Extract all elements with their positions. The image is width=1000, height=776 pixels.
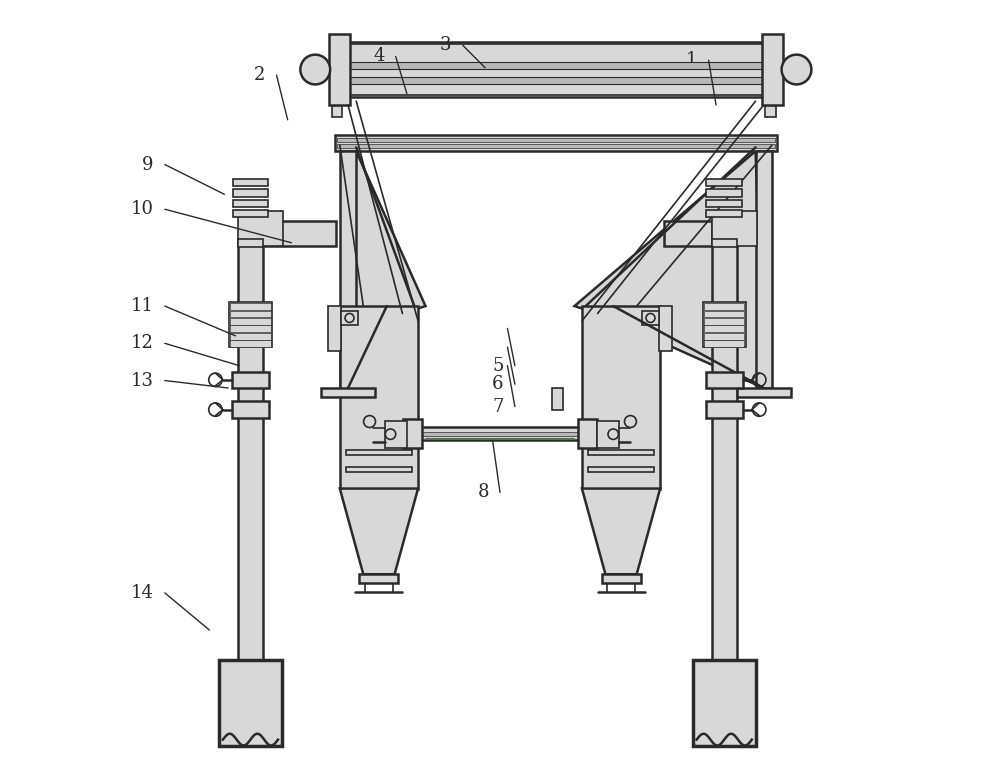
Bar [704,333,744,340]
Bar [704,318,744,324]
Bar [230,333,271,340]
Bar [219,660,282,746]
Polygon shape [348,151,426,388]
Bar [332,106,342,117]
Bar [329,34,350,105]
Bar [336,42,776,98]
Bar [756,151,772,388]
Bar [340,306,418,489]
Bar [229,303,272,347]
Bar [422,432,578,436]
Text: 7: 7 [492,397,504,416]
Text: 11: 11 [131,297,154,315]
Bar [642,311,659,324]
Bar [602,574,641,584]
Bar [582,306,660,489]
Text: 3: 3 [440,36,452,54]
Circle shape [300,54,330,85]
Bar [737,388,791,397]
Text: 10: 10 [131,200,154,218]
Bar [578,419,597,448]
Bar [762,34,783,105]
Text: 2: 2 [254,66,265,84]
Bar [238,239,263,660]
Polygon shape [582,489,660,574]
Bar [704,341,744,347]
Bar [664,221,712,247]
Bar [263,221,336,247]
Bar [340,151,356,388]
Bar [706,199,742,207]
Bar [703,303,746,347]
Bar [765,106,776,117]
Bar [233,210,268,217]
Text: 13: 13 [131,372,154,390]
Bar [712,239,737,248]
Bar [704,303,744,310]
Bar [341,62,771,69]
Bar [712,239,737,660]
Text: 1: 1 [686,51,697,69]
Bar [233,189,268,196]
Bar [341,311,358,324]
Bar [341,77,771,84]
Bar [588,450,654,455]
Bar [712,211,757,247]
Bar [359,574,398,584]
Bar [232,401,269,417]
Text: 12: 12 [131,334,154,352]
Bar [230,303,271,310]
Bar [238,239,263,248]
Bar [418,427,582,440]
Bar [238,211,283,247]
Bar [230,310,271,317]
Bar [233,178,268,186]
Bar [337,137,775,142]
Text: 4: 4 [373,47,385,65]
Bar [588,467,654,472]
Bar [693,660,756,746]
Bar [346,450,412,455]
Bar [706,210,742,217]
Bar [706,178,742,186]
Bar [552,388,563,411]
Bar [706,372,743,388]
Bar [706,401,743,417]
Bar [704,310,744,317]
Bar [233,199,268,207]
Bar [704,325,744,332]
Bar [230,341,271,347]
Bar [321,388,375,397]
Bar [232,372,269,388]
Text: 9: 9 [142,155,154,174]
Bar [659,306,672,351]
Text: 8: 8 [477,483,489,501]
Bar [346,467,412,472]
Bar [385,421,407,448]
Bar [230,318,271,324]
Circle shape [782,54,811,85]
Bar [328,306,341,351]
Bar [706,189,742,196]
Bar [403,419,422,448]
Polygon shape [340,489,418,574]
Bar [337,144,775,148]
Text: 5: 5 [492,357,504,375]
Bar [230,325,271,332]
Text: 6: 6 [492,376,504,393]
Bar [335,135,777,151]
Polygon shape [574,151,764,388]
Bar [597,421,619,448]
Text: 14: 14 [131,584,154,602]
